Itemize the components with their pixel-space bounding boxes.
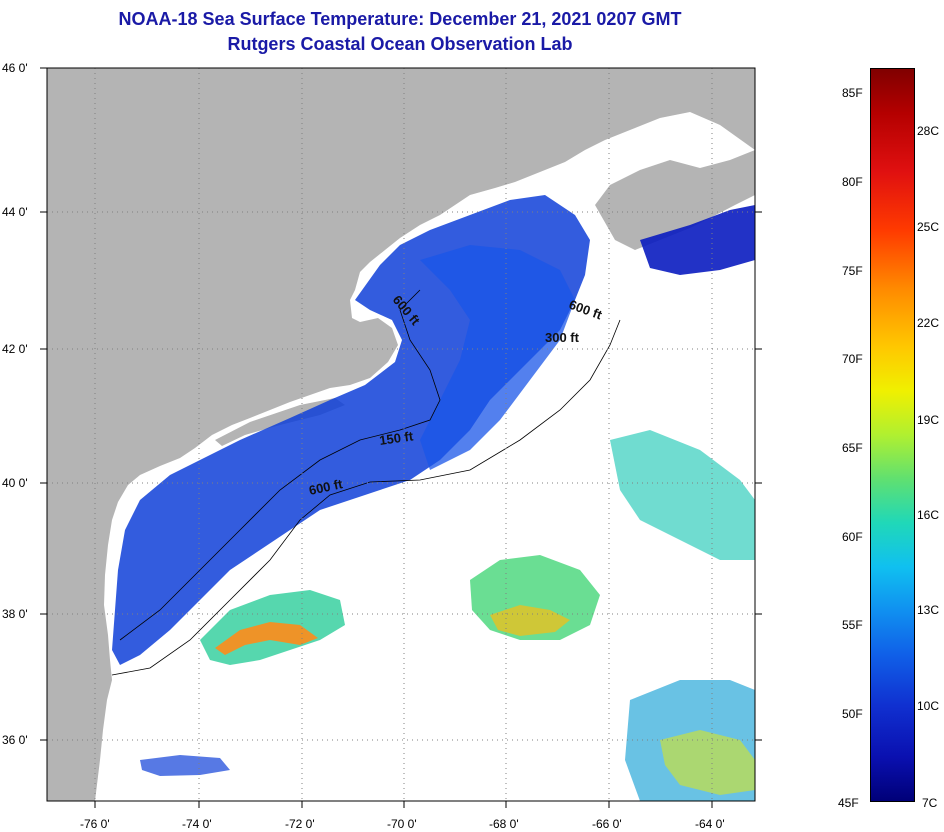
lat-label-46: 46 0' <box>2 61 28 75</box>
lat-label-40: 40 0' <box>2 476 28 490</box>
colorbar-label-c: 13C <box>917 603 940 617</box>
colorbar-label-c: 28C <box>917 124 940 138</box>
water-eddy-core <box>490 605 570 636</box>
colorbar-label-f: 60F <box>842 530 863 544</box>
water-warm-core <box>215 622 318 655</box>
lon-label-68: -68 0' <box>489 817 519 831</box>
isobath-label: 300 ft <box>545 330 580 345</box>
water-patch-south <box>140 755 230 776</box>
lat-label-38: 38 0' <box>2 607 28 621</box>
isobath-150ft <box>119 289 441 641</box>
map-subtitle: Rutgers Coastal Ocean Observation Lab <box>227 34 573 54</box>
colorbar-label-c: 19C <box>917 413 940 427</box>
colorbar-label-f: 85F <box>842 86 863 100</box>
isobath-600ft <box>111 319 621 676</box>
lon-label-64: -64 0' <box>695 817 725 831</box>
land-mass <box>47 68 755 801</box>
colorbar-label-f: 65F <box>842 441 863 455</box>
colorbar-label-f: 45F <box>838 796 859 810</box>
water-warm-south-east <box>660 730 755 795</box>
water-gulf-of-maine <box>640 205 755 275</box>
land-nova-scotia <box>595 150 755 250</box>
graticule <box>47 68 755 801</box>
water-east-warm <box>610 430 755 560</box>
map-title: NOAA-18 Sea Surface Temperature: Decembe… <box>118 9 682 29</box>
lon-label-66: -66 0' <box>592 817 622 831</box>
lon-label-72: -72 0' <box>285 817 315 831</box>
colorbar-label-f: 50F <box>842 707 863 721</box>
lon-label-76: -76 0' <box>80 817 110 831</box>
colorbar-label-c: 22C <box>917 316 940 330</box>
isobath-label: 150 ft <box>378 428 414 448</box>
colorbar-label-c: 7C <box>922 796 938 810</box>
lat-label-42: 42 0' <box>2 342 28 356</box>
temperature-colorbar <box>870 68 915 802</box>
colorbar-label-c: 10C <box>917 699 940 713</box>
colorbar-label-f: 75F <box>842 264 863 278</box>
map-frame <box>46 67 756 802</box>
ticks <box>40 67 762 808</box>
colorbar-label-f: 80F <box>842 175 863 189</box>
lat-label-36: 36 0' <box>2 733 28 747</box>
lon-label-74: -74 0' <box>182 817 212 831</box>
water-cold-offshore <box>420 245 575 470</box>
lat-label-44: 44 0' <box>2 205 28 219</box>
lon-label-70: -70 0' <box>387 817 417 831</box>
colorbar-label-f: 70F <box>842 352 863 366</box>
colorbar-label-c: 16C <box>917 508 940 522</box>
isobath-label: 600 ft <box>308 476 345 498</box>
colorbar-label-c: 25C <box>917 220 940 234</box>
colorbar-label-f: 55F <box>842 618 863 632</box>
